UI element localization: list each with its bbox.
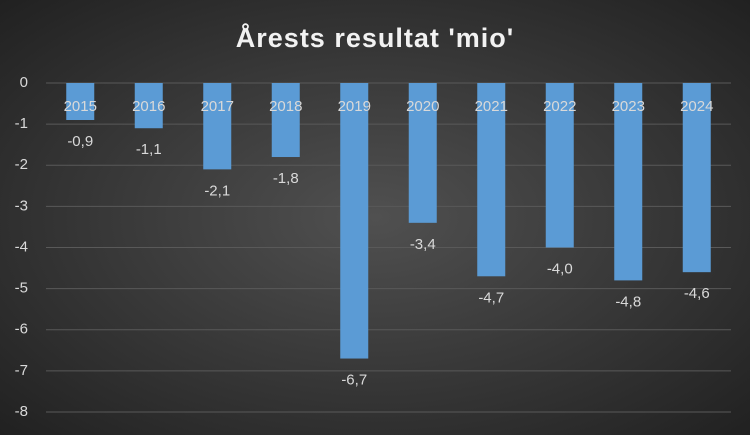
value-label: -0,9 — [67, 133, 93, 150]
x-tick-label: 2024 — [680, 98, 713, 115]
bar — [203, 83, 232, 170]
bar — [477, 83, 506, 277]
y-tick-label: -1 — [15, 115, 28, 132]
y-tick-label: -6 — [15, 321, 28, 338]
value-label: -3,4 — [410, 236, 436, 253]
bar — [545, 83, 574, 248]
x-tick-label: 2023 — [612, 98, 645, 115]
value-label: -4,8 — [615, 293, 641, 310]
y-tick-label: -8 — [15, 403, 28, 420]
y-tick-label: -5 — [15, 280, 28, 297]
value-label: -4,7 — [478, 289, 504, 306]
value-label: -1,8 — [273, 170, 299, 187]
value-label: -6,7 — [341, 372, 367, 389]
value-label: -4,6 — [684, 285, 710, 302]
y-tick-label: 0 — [20, 74, 28, 91]
bar — [134, 83, 163, 129]
bar — [271, 83, 300, 158]
bar — [614, 83, 643, 281]
x-tick-label: 2022 — [543, 98, 576, 115]
bar — [66, 83, 95, 121]
value-label: -2,1 — [204, 182, 230, 199]
y-tick-label: -3 — [15, 197, 28, 214]
bar — [340, 83, 369, 359]
bar — [682, 83, 711, 273]
x-tick-label: 2018 — [269, 98, 302, 115]
x-tick-label: 2015 — [64, 98, 97, 115]
value-label: -1,1 — [136, 141, 162, 158]
y-tick-label: -2 — [15, 156, 28, 173]
y-tick-label: -7 — [15, 362, 28, 379]
x-tick-label: 2020 — [406, 98, 439, 115]
x-tick-label: 2019 — [338, 98, 371, 115]
chart-title: Årests resultat 'mio' — [236, 22, 514, 53]
y-tick-label: -4 — [15, 238, 28, 255]
value-label: -4,0 — [547, 260, 573, 277]
x-tick-label: 2017 — [201, 98, 234, 115]
x-tick-label: 2021 — [475, 98, 508, 115]
bar — [408, 83, 437, 223]
x-tick-label: 2016 — [132, 98, 165, 115]
